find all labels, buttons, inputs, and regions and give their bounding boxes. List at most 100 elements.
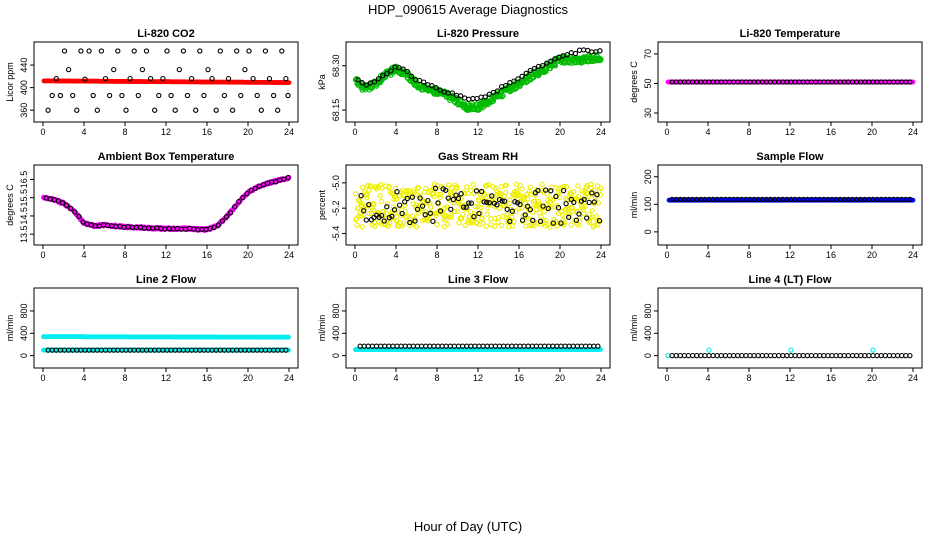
data-point [172, 107, 178, 113]
x-tick-label: 0 [352, 127, 357, 137]
x-tick-label: 0 [664, 127, 669, 137]
data-point [160, 75, 166, 82]
data-point [184, 92, 191, 99]
y-axis-label: ml/min [5, 315, 15, 342]
x-tick-label: 24 [596, 127, 606, 137]
series-black [43, 174, 291, 233]
plot-frame [657, 164, 923, 246]
y-tick-label: -5.2 [331, 200, 341, 216]
data-point [484, 211, 490, 217]
data-point [568, 222, 574, 228]
data-point [285, 92, 291, 99]
x-tick-label: 20 [867, 373, 877, 383]
data-point [409, 213, 416, 219]
data-point [589, 207, 595, 214]
y-tick-label: 15.5 [19, 189, 29, 207]
data-point [541, 209, 547, 215]
y-tick-label: 16.5 [19, 171, 29, 189]
panel-title: Line 2 Flow [136, 274, 196, 286]
data-point [197, 48, 203, 54]
x-tick-label: 24 [908, 373, 918, 383]
data-point [53, 75, 59, 82]
data-point [213, 107, 219, 113]
panel-title: Gas Stream RH [438, 151, 518, 163]
x-tick-label: 16 [514, 250, 524, 260]
x-tick-label: 8 [434, 250, 439, 260]
y-tick-label: 400 [19, 80, 29, 95]
data-point [448, 206, 454, 212]
data-point [201, 92, 207, 99]
plot-frame [33, 287, 299, 369]
panel-title: Li-820 Temperature [740, 28, 841, 40]
y-tick-label: 800 [19, 303, 29, 318]
data-point [467, 208, 473, 215]
x-tick-label: 8 [746, 127, 751, 137]
x-tick-label: 0 [352, 250, 357, 260]
series-black [45, 48, 291, 113]
x-tick-label: 20 [555, 373, 565, 383]
x-tick-label: 12 [473, 127, 483, 137]
data-point [74, 107, 80, 113]
x-tick-label: 20 [243, 127, 253, 137]
y-tick-label: 400 [19, 326, 29, 341]
x-tick-label: 16 [826, 373, 836, 383]
panel-title: Ambient Box Temperature [98, 151, 235, 163]
y-tick-label: 68.30 [331, 55, 341, 78]
series-green [352, 51, 604, 114]
plot-frame [345, 287, 611, 369]
y-tick-label: 400 [643, 326, 653, 341]
plot-frame [33, 164, 299, 246]
data-point [286, 334, 291, 340]
x-tick-label: 20 [243, 373, 253, 383]
data-point [456, 220, 462, 226]
data-point [275, 107, 281, 113]
data-point [94, 107, 100, 113]
data-point [156, 92, 162, 99]
data-point [65, 66, 72, 73]
data-point [495, 219, 501, 225]
x-tick-label: 24 [908, 250, 918, 260]
data-point [98, 48, 105, 54]
x-tick-label: 0 [352, 373, 357, 383]
data-point [283, 75, 289, 82]
x-tick-label: 16 [202, 127, 212, 137]
data-point [57, 92, 64, 99]
x-tick-label: 24 [284, 127, 294, 137]
data-point [464, 184, 470, 190]
data-point [254, 92, 260, 99]
data-point [586, 199, 592, 206]
data-point [258, 107, 264, 113]
data-point [221, 92, 228, 99]
x-tick-label: 12 [785, 250, 795, 260]
series-red [41, 78, 292, 85]
data-point [131, 48, 137, 54]
y-axis-label: percent [317, 189, 327, 220]
x-tick-label: 8 [746, 250, 751, 260]
panel-7: Line 2 Flow 0 4 8 12 16 20 24 0 400 800 ml/min [5, 274, 299, 383]
x-tick-label: 16 [202, 250, 212, 260]
x-tick-label: 8 [746, 373, 751, 383]
data-point [434, 221, 440, 228]
x-tick-label: 16 [826, 127, 836, 137]
data-point [61, 48, 68, 54]
y-axis-label: kPa [317, 74, 327, 90]
data-point [460, 211, 466, 218]
panel-6: Sample Flow 0 4 8 12 16 20 24 0 100 200 ml/min [629, 151, 923, 260]
data-point [229, 107, 236, 113]
data-point [205, 66, 211, 73]
data-point [498, 222, 505, 229]
data-point [706, 347, 712, 353]
y-tick-label: 800 [331, 303, 341, 318]
data-point [279, 48, 285, 54]
data-point [470, 182, 476, 188]
data-point [106, 92, 113, 99]
x-tick-label: 4 [705, 127, 710, 137]
data-point [870, 347, 876, 353]
data-point [286, 80, 292, 85]
data-point [358, 193, 364, 199]
data-point [396, 202, 403, 208]
x-tick-label: 20 [243, 250, 253, 260]
y-axis-label: degrees C [629, 61, 639, 103]
y-tick-label: 800 [643, 303, 653, 318]
